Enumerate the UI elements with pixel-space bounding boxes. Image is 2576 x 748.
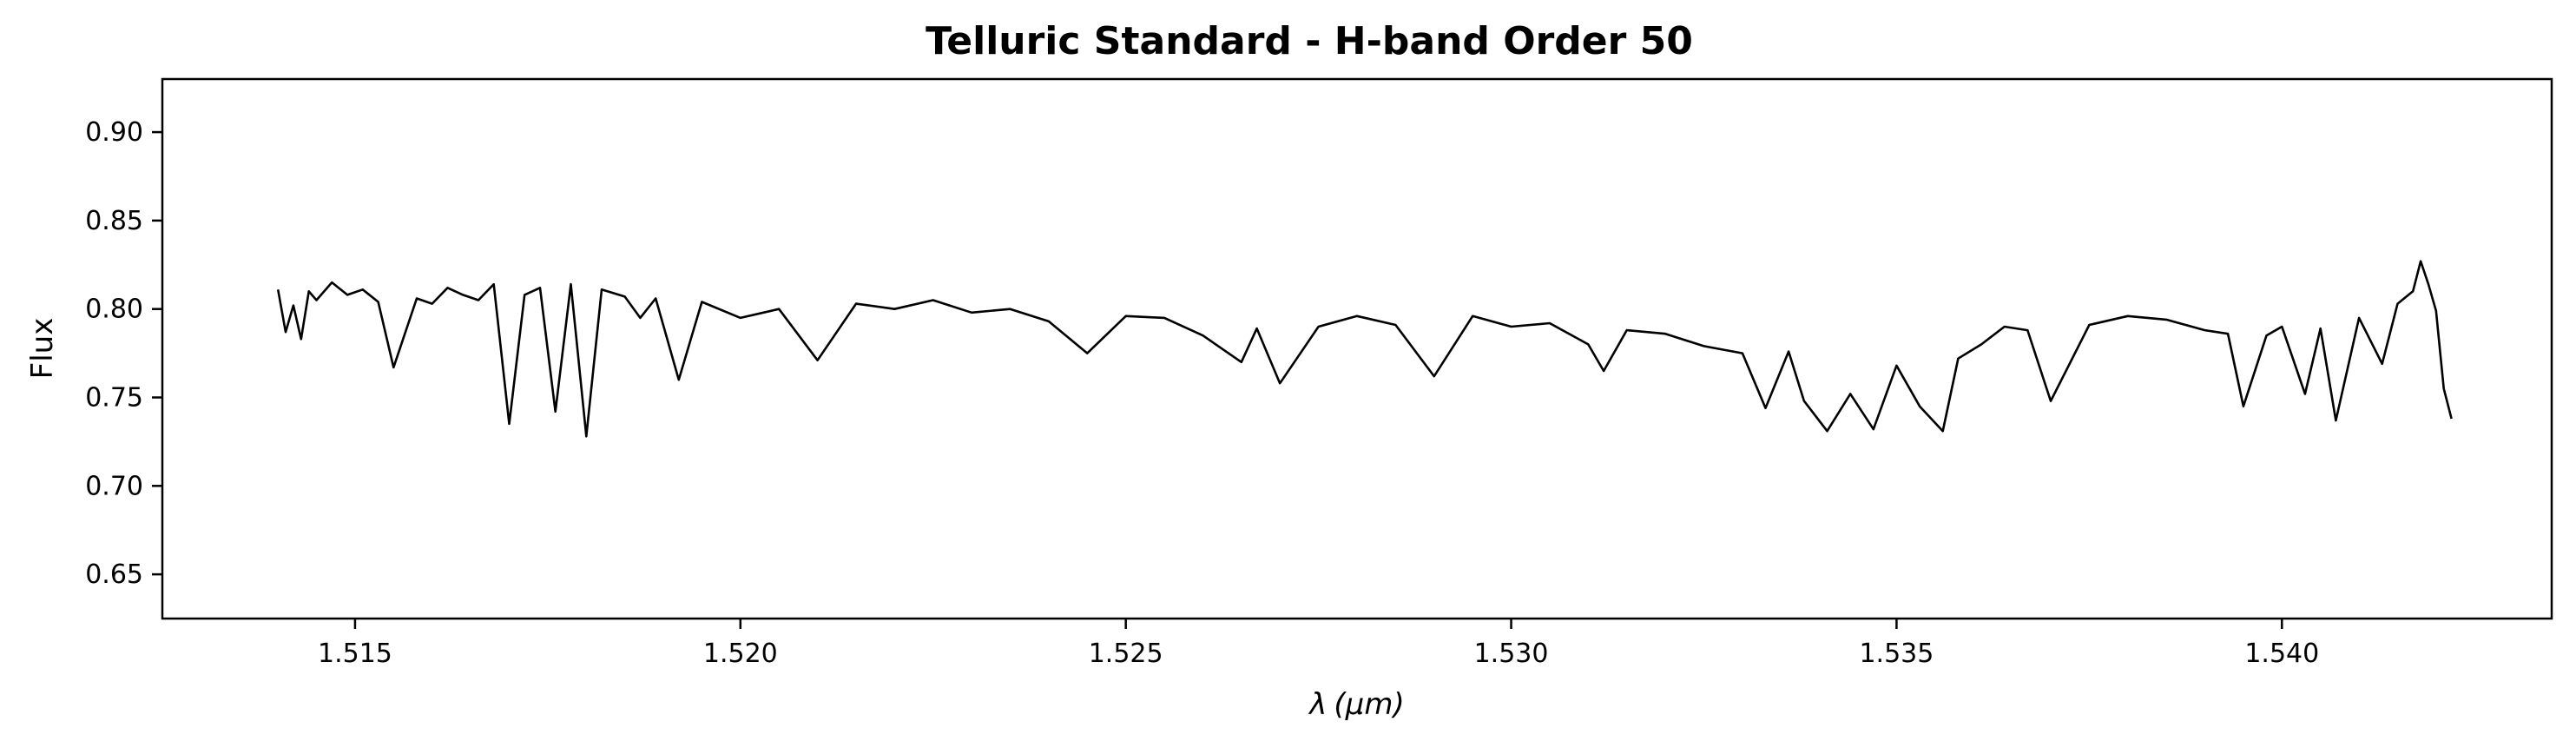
spectrum-line: [276, 260, 2453, 438]
chart-title: Telluric Standard - H-band Order 50: [926, 19, 1693, 63]
y-axis-ticks: 0.65 0.70 0.75 0.80 0.85 0.90: [85, 117, 162, 590]
y-axis-label: Flux: [25, 318, 60, 380]
x-tick-label: 1.525: [1089, 639, 1163, 669]
x-tick-label: 1.530: [1474, 639, 1549, 669]
plot-frame: [161, 77, 2553, 620]
x-tick-label: 1.535: [1859, 639, 1934, 669]
x-axis-ticks: 1.515 1.520 1.525 1.530 1.535 1.540: [318, 619, 2319, 669]
y-tick-label: 0.70: [85, 471, 143, 501]
y-tick-label: 0.80: [85, 295, 143, 325]
y-tick-label: 0.65: [85, 559, 143, 590]
y-tick-label: 0.75: [85, 382, 143, 413]
y-tick-label: 0.85: [85, 206, 143, 236]
y-tick-label: 0.90: [85, 117, 143, 148]
x-tick-label: 1.515: [318, 639, 392, 669]
x-axis-label: λ (μm): [1308, 687, 1404, 722]
x-axis-label-unit: (μm): [1334, 687, 1404, 722]
x-tick-label: 1.540: [2244, 639, 2319, 669]
x-tick-label: 1.520: [703, 639, 778, 669]
x-axis-label-symbol: λ: [1308, 687, 1327, 722]
